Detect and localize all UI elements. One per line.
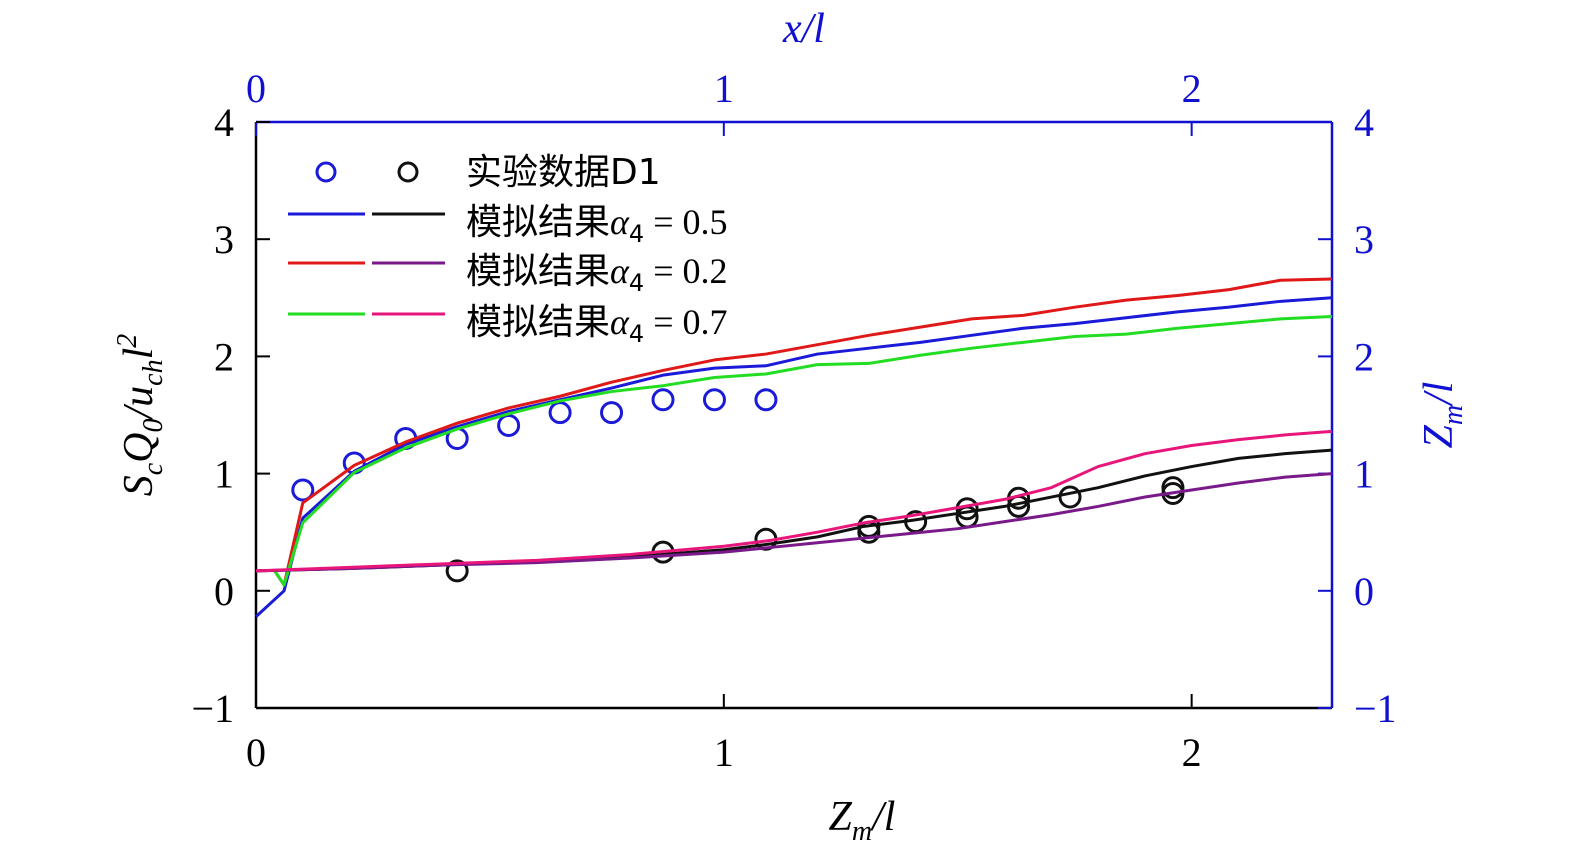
legend-alpha-value: = 0.5 xyxy=(644,202,727,242)
series-line xyxy=(255,472,1333,573)
legend-alpha-value: = 0.2 xyxy=(644,251,727,291)
left-axis-title-part: 2 xyxy=(112,334,143,348)
left-tick-label: 1 xyxy=(214,452,234,497)
left-axis-title-part: Q xyxy=(116,433,162,463)
legend-label-text: 实验数据D1 xyxy=(466,152,661,193)
legend-alpha-sub: 4 xyxy=(629,220,644,248)
bottom-tick-label: 1 xyxy=(714,730,734,775)
left-axis-title-part: c xyxy=(138,462,169,475)
right-tick-label: 3 xyxy=(1354,217,1374,262)
series-line xyxy=(255,429,1333,573)
right-tick-label: 4 xyxy=(1354,100,1374,145)
right-tick-label: −1 xyxy=(1354,686,1397,731)
left-axis-title-part: ch xyxy=(138,359,169,385)
left-tick-label: 2 xyxy=(214,334,234,379)
bottom-axis-title: Zm/l xyxy=(829,794,896,847)
data-point xyxy=(754,388,778,412)
bottom-axis-title-main: Z xyxy=(829,794,853,840)
data-point xyxy=(702,388,726,412)
legend-label: 模拟结果α4 = 0.2 xyxy=(466,251,728,297)
left-tick-label: 3 xyxy=(214,217,234,262)
top-axis-title: x/l xyxy=(782,6,825,52)
left-tick-label: 0 xyxy=(214,569,234,614)
left-axis-title-part: S xyxy=(116,475,162,496)
legend-label-text: 模拟结果 xyxy=(466,302,610,343)
top-tick-label: 1 xyxy=(714,66,734,111)
left-axis-title-part: /u xyxy=(116,386,162,421)
legend-alpha: α xyxy=(610,251,630,291)
right-axis-title-tail: /l xyxy=(1416,382,1462,407)
legend-alpha: α xyxy=(610,302,630,342)
left-axis-title-part: l xyxy=(116,348,162,360)
right-tick-label: 0 xyxy=(1354,569,1374,614)
top-tick-label: 2 xyxy=(1182,66,1202,111)
series-line xyxy=(273,277,1333,587)
bottom-tick-label: 2 xyxy=(1182,730,1202,775)
legend-label: 模拟结果α4 = 0.7 xyxy=(466,302,728,348)
series-line xyxy=(255,448,1333,573)
right-axis-title-sub: m xyxy=(1438,405,1469,425)
data-point xyxy=(548,401,572,425)
right-axis-title-main: Z xyxy=(1416,424,1462,448)
legend-label: 模拟结果α4 = 0.5 xyxy=(466,202,728,248)
right-tick-label: 2 xyxy=(1354,334,1374,379)
right-axis-title: Zm/l xyxy=(1416,382,1469,449)
data-point xyxy=(651,388,675,412)
legend-label: 实验数据D1 xyxy=(466,152,661,193)
data-point xyxy=(291,478,315,502)
legend-alpha: α xyxy=(610,202,630,242)
legend-label-text: 模拟结果 xyxy=(466,202,610,243)
bottom-axis-title-sub: m xyxy=(852,816,872,847)
legend-alpha-sub: 4 xyxy=(629,320,644,348)
top-tick-label: 0 xyxy=(246,66,266,111)
bottom-tick-label: 0 xyxy=(246,730,266,775)
data-point xyxy=(1058,485,1082,509)
series-line xyxy=(273,315,1333,587)
series-line xyxy=(254,296,1333,618)
data-point xyxy=(445,559,469,583)
left-axis-title-part: 0 xyxy=(138,419,169,433)
legend-alpha-sub: 4 xyxy=(629,269,644,297)
left-tick-label: 4 xyxy=(214,100,234,145)
data-point xyxy=(1161,476,1185,500)
left-tick-label: −1 xyxy=(191,686,234,731)
data-point xyxy=(600,401,624,425)
data-point xyxy=(497,414,521,438)
legend-alpha-value: = 0.7 xyxy=(644,302,727,342)
plot-area xyxy=(254,277,1333,618)
bottom-axis-title-tail: /l xyxy=(870,794,895,840)
left-axis-title: ScQ0/uchl2 xyxy=(112,334,169,497)
right-tick-label: 1 xyxy=(1354,452,1374,497)
legend-circle-marker xyxy=(315,161,337,183)
legend-label-text: 模拟结果 xyxy=(466,251,610,292)
legend-circle-marker xyxy=(397,161,419,183)
